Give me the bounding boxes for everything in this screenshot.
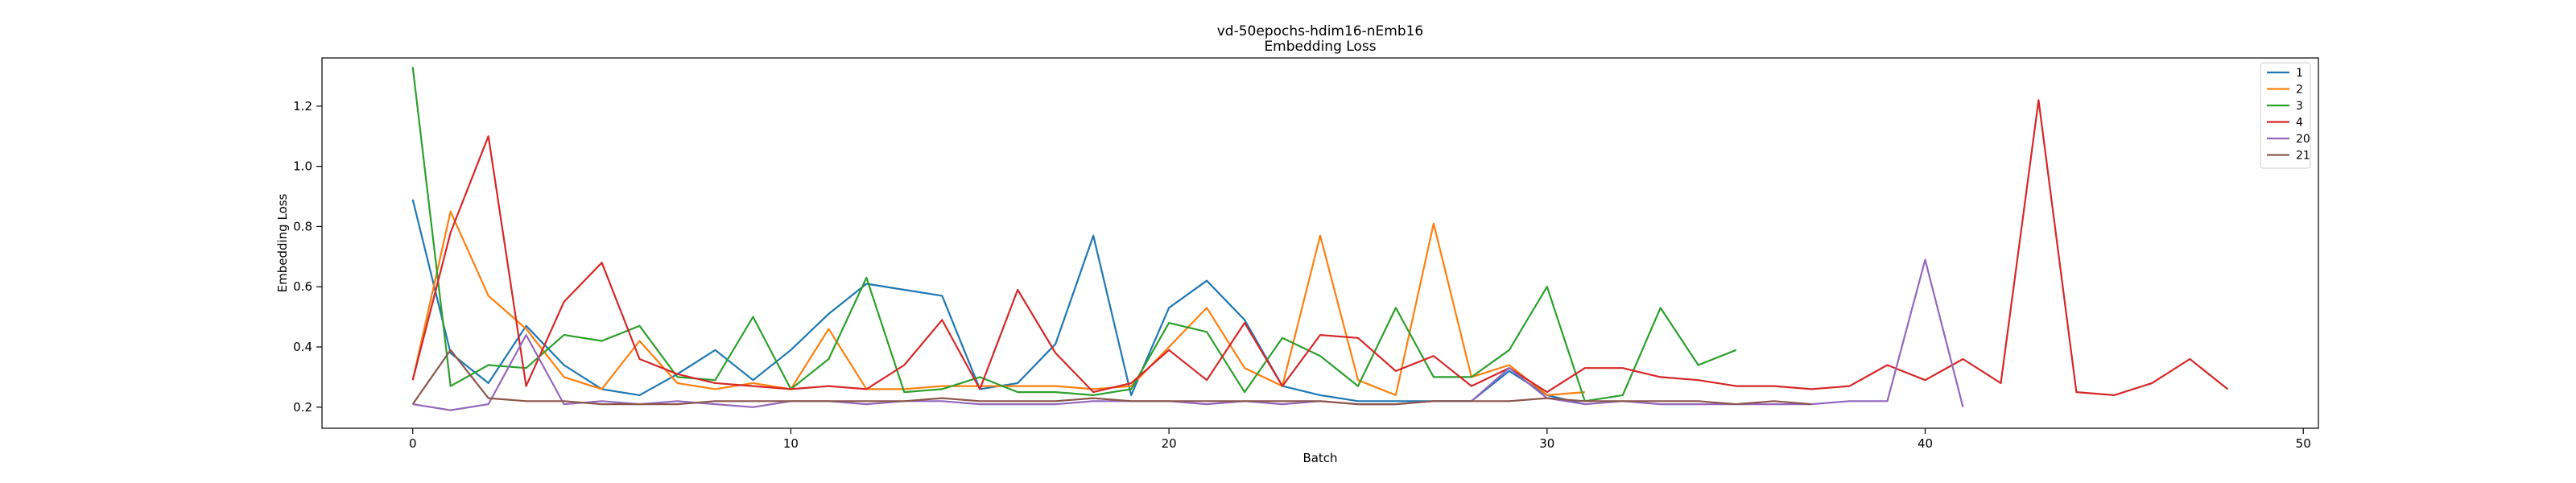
plot-lines bbox=[411, 67, 2228, 411]
legend-label-21: 21 bbox=[2296, 150, 2310, 163]
y-tick-label: 1.0 bbox=[293, 159, 312, 174]
series-line-4 bbox=[411, 99, 2228, 396]
y-tick-label: 0.8 bbox=[293, 219, 312, 233]
x-tick-label: 30 bbox=[1539, 436, 1554, 451]
series-line-2 bbox=[411, 210, 1585, 396]
series-line-21 bbox=[411, 349, 1812, 406]
x-axis-ticks: 0 10 20 30 40 50 bbox=[409, 428, 2311, 451]
x-tick-label: 0 bbox=[409, 436, 417, 451]
series-line-1 bbox=[411, 199, 1586, 406]
y-tick-label: 0.6 bbox=[293, 279, 312, 294]
y-axis-ticks: 0.2 0.4 0.6 0.8 1.0 1.2 bbox=[293, 99, 322, 415]
x-tick-label: 40 bbox=[1918, 436, 1933, 451]
series-line-20 bbox=[412, 258, 1964, 411]
chart-title: vd-50epochs-hdim16-nEmb16 bbox=[1217, 23, 1424, 39]
x-tick-label: 10 bbox=[783, 436, 799, 451]
y-tick-label: 1.2 bbox=[293, 99, 312, 114]
y-tick-label: 0.2 bbox=[293, 400, 312, 415]
x-tick-label: 50 bbox=[2296, 436, 2311, 451]
legend-label-2: 2 bbox=[2296, 84, 2303, 97]
legend: 1 2 3 4 20 21 bbox=[2260, 62, 2311, 169]
y-tick-label: 0.4 bbox=[293, 340, 312, 354]
legend-label-20: 20 bbox=[2296, 133, 2310, 146]
series-line-3 bbox=[411, 67, 1737, 402]
y-axis-label: Embedding Loss bbox=[275, 193, 290, 292]
axes-frame bbox=[321, 57, 2319, 429]
legend-label-3: 3 bbox=[2296, 100, 2303, 113]
x-axis-label: Batch bbox=[1302, 451, 1337, 465]
legend-label-4: 4 bbox=[2296, 117, 2303, 130]
legend-label-1: 1 bbox=[2296, 67, 2303, 80]
chart-subtitle: Embedding Loss bbox=[1264, 39, 1376, 55]
x-tick-label: 20 bbox=[1162, 436, 1177, 451]
